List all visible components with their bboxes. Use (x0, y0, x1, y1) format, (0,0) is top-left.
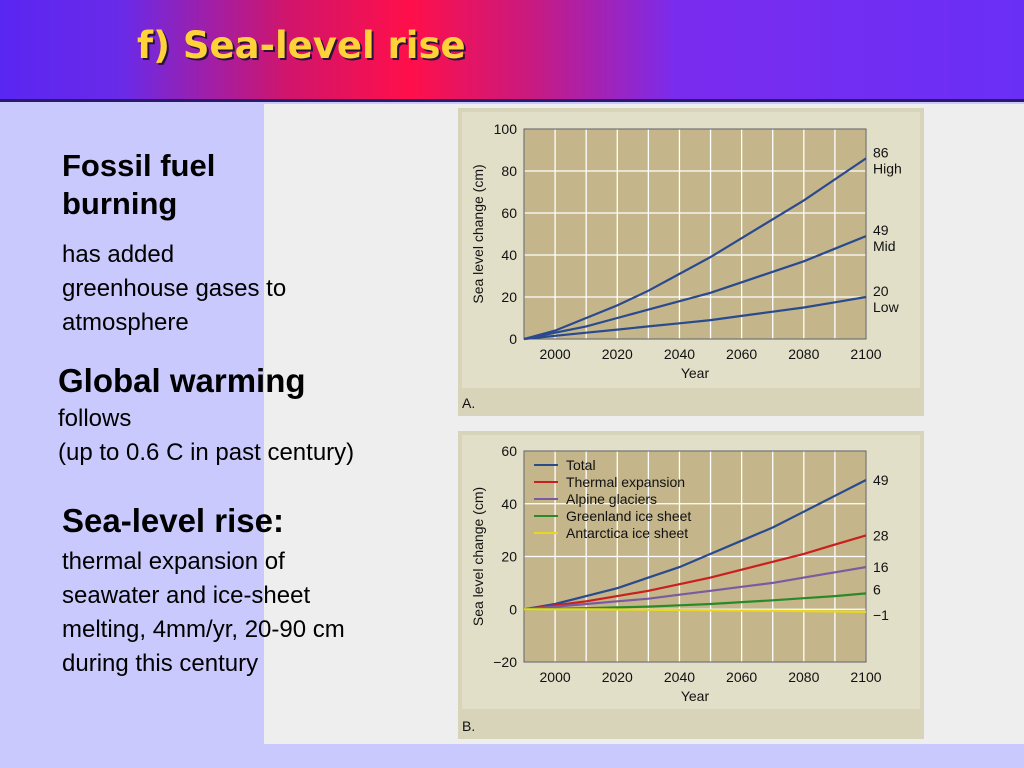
series-line (524, 608, 867, 613)
series-end-name: Low (873, 299, 900, 315)
plot-border (523, 450, 867, 663)
series-end-value: 86 (873, 144, 889, 160)
title-bar: f) Sea-level rise (0, 0, 1024, 102)
body-line: during this century (62, 650, 259, 677)
series-line (523, 534, 867, 611)
block2-body: follows (up to 0.6 C in past century) (58, 402, 354, 470)
heading-line: Global warming (58, 362, 306, 399)
y-tick-label: 80 (501, 163, 517, 179)
x-tick-label: 2100 (850, 669, 881, 685)
series-end-value: 49 (873, 222, 889, 238)
series-end-value: 6 (873, 581, 881, 597)
chart-b: 2000 2020 2040 2060 2080 2100−200204060YearSe… (458, 431, 924, 739)
body-line: follows (58, 405, 132, 432)
x-tick-label: 2060 (726, 346, 757, 362)
y-tick-label: 40 (501, 247, 517, 263)
legend-label: Thermal expansion (566, 474, 685, 490)
body-line: (up to 0.6 C in past century) (58, 439, 355, 466)
body-line: melting, 4mm/yr, 20-90 cm (62, 616, 345, 643)
block3-heading: Sea-level rise: (62, 502, 284, 540)
x-tick-label: 2000 (540, 346, 571, 362)
x-tick-label: 2100 (850, 346, 881, 362)
plot-border (523, 128, 867, 340)
slide-title: f) Sea-level rise (137, 24, 466, 67)
heading-line: Fossil fuel (62, 148, 216, 183)
series-end-value: 49 (873, 472, 889, 488)
y-tick-label: 60 (501, 443, 517, 459)
x-tick-label: 2080 (788, 669, 819, 685)
block1-heading: Fossil fuel burning (62, 147, 215, 223)
x-tick-label: 2060 (726, 669, 757, 685)
body-line: seawater and ice-sheet (62, 582, 311, 609)
chart-a: 2000 2020 2040 2060 2080 2100020406080100Year… (458, 108, 924, 416)
x-tick-label: 2040 (664, 346, 695, 362)
body-line: thermal expansion of (62, 548, 285, 575)
y-tick-label: 100 (494, 121, 518, 137)
panel-label: B. (462, 718, 475, 734)
y-axis-label: Sea level change (cm) (470, 164, 486, 303)
x-tick-label: 2080 (788, 346, 819, 362)
panel-label: A. (462, 395, 475, 411)
series-line (523, 295, 867, 341)
x-tick-label: 2020 (602, 346, 633, 362)
block3-body: thermal expansion of seawater and ice-sh… (62, 545, 345, 681)
x-axis-label: Year (681, 688, 710, 704)
series-line (523, 157, 867, 341)
series-line (523, 235, 867, 341)
series-line (523, 566, 867, 611)
legend-label: Total (566, 457, 596, 473)
x-axis-label: Year (681, 365, 710, 381)
legend-label: Antarctica ice sheet (566, 525, 688, 541)
series-end-value: −1 (873, 607, 889, 623)
y-tick-label: 20 (501, 549, 517, 565)
body-line: greenhouse gases to (62, 275, 287, 302)
series-line (523, 479, 867, 611)
x-tick-label: 2000 (540, 669, 571, 685)
body-line: atmosphere (62, 309, 189, 336)
series-end-value: 16 (873, 559, 889, 575)
y-tick-label: −20 (493, 654, 517, 670)
block1-body: has added greenhouse gases to atmosphere (62, 238, 286, 340)
x-tick-label: 2020 (602, 669, 633, 685)
series-end-name: Mid (873, 238, 896, 254)
body-line: has added (62, 241, 175, 268)
y-axis-label: Sea level change (cm) (470, 487, 486, 626)
series-end-value: 28 (873, 527, 889, 543)
heading-line: Sea-level rise: (62, 502, 284, 539)
legend-label: Greenland ice sheet (566, 508, 691, 524)
plot-area (524, 129, 866, 339)
series-end-value: 20 (873, 283, 889, 299)
y-tick-label: 0 (509, 331, 517, 347)
x-tick-label: 2040 (664, 669, 695, 685)
y-tick-label: 20 (501, 289, 517, 305)
legend-label: Alpine glaciers (566, 491, 657, 507)
heading-line: burning (62, 186, 178, 221)
y-tick-label: 60 (501, 205, 517, 221)
block2-heading: Global warming (58, 362, 306, 400)
y-tick-label: 0 (509, 601, 517, 617)
series-end-name: High (873, 160, 902, 176)
y-tick-label: 40 (501, 496, 517, 512)
